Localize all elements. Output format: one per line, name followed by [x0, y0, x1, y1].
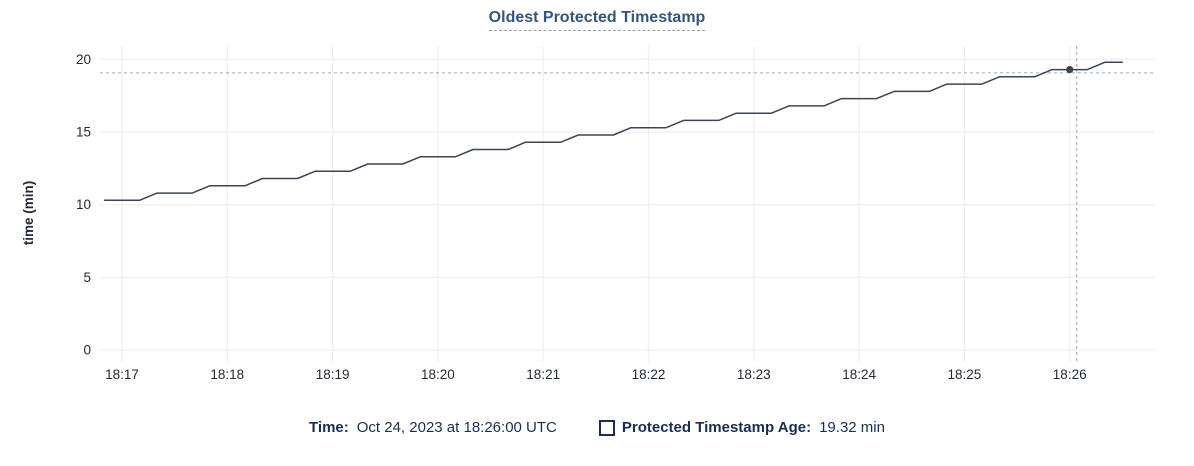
legend-series-item[interactable]: Protected Timestamp Age: 19.32 min: [598, 419, 885, 436]
x-tick-label: 18:19: [316, 367, 350, 382]
legend-series-value: 19.32 min: [819, 419, 885, 436]
y-tick-label: 15: [76, 125, 91, 140]
x-tick-label: 18:23: [737, 367, 771, 382]
chart-title[interactable]: Oldest Protected Timestamp: [488, 9, 706, 31]
legend-time-value: Oct 24, 2023 at 18:26:00 UTC: [356, 419, 557, 436]
legend-time-readout: Time: Oct 24, 2023 at 18:26:00 UTC: [309, 419, 557, 436]
series-swatch-icon: [598, 419, 615, 436]
x-tick-label: 18:22: [632, 367, 666, 382]
x-tick-label: 18:24: [842, 367, 876, 382]
series-line: [103, 61, 1124, 202]
chart-legend: Time: Oct 24, 2023 at 18:26:00 UTC Prote…: [0, 419, 1194, 436]
y-axis-title: time (min): [21, 181, 36, 246]
x-tick-label: 18:17: [105, 367, 139, 382]
x-tick-label: 18:25: [948, 367, 982, 382]
x-tick-label: 18:18: [210, 367, 244, 382]
line-chart-plot-area[interactable]: 0 5 10 15 20 18:17 18:18 18:19 18:20 18:21 18:22 18…: [0, 0, 1194, 410]
chart-header: Oldest Protected Timestamp: [0, 9, 1194, 31]
y-tick-label: 20: [76, 52, 91, 67]
x-tick-label: 18:21: [526, 367, 560, 382]
x-tick-label: 18:20: [421, 367, 455, 382]
x-tick-label: 18:26: [1053, 367, 1087, 382]
legend-series-label: Protected Timestamp Age:: [621, 419, 812, 436]
legend-time-label: Time:: [309, 419, 349, 436]
hover-marker-dot: [1066, 66, 1074, 74]
y-tick-label: 10: [76, 197, 91, 212]
y-tick-label: 0: [83, 343, 91, 358]
y-tick-label: 5: [83, 270, 91, 285]
